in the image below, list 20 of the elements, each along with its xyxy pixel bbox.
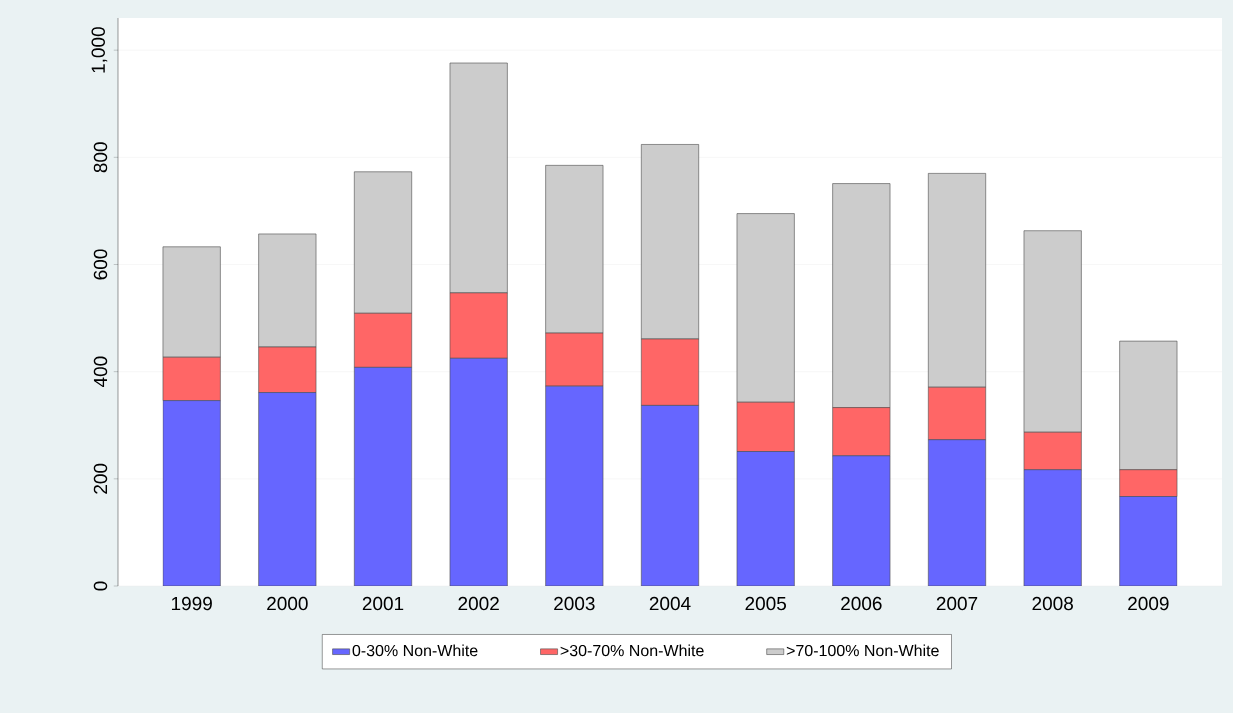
x-tick-label: 1999 [171,596,212,611]
x-tick-label: 2003 [554,596,595,611]
legend-label: 0-30% Non-White [352,644,478,657]
y-tick-label: 0 [93,581,108,591]
y-tick-label: 600 [93,249,108,280]
x-tick-label: 2006 [841,596,882,611]
legend-label: >70-100% Non-White [786,644,939,657]
y-tick-label: 200 [93,463,108,494]
legend-label: >30-70% Non-White [560,644,704,657]
x-tick-label: 2005 [745,596,786,611]
y-tick-label: 1,000 [91,27,108,73]
x-tick-label: 2002 [458,596,499,611]
x-tick-label: 2000 [267,596,308,611]
x-tick-label: 2009 [1128,596,1169,611]
x-tick-label: 2007 [936,596,978,611]
y-tick-label: 400 [93,356,108,388]
x-tick-label: 2001 [362,596,404,611]
x-tick-label: 2008 [1032,596,1073,611]
x-tick-label: 2004 [649,596,691,611]
y-tick-label: 800 [93,142,108,173]
